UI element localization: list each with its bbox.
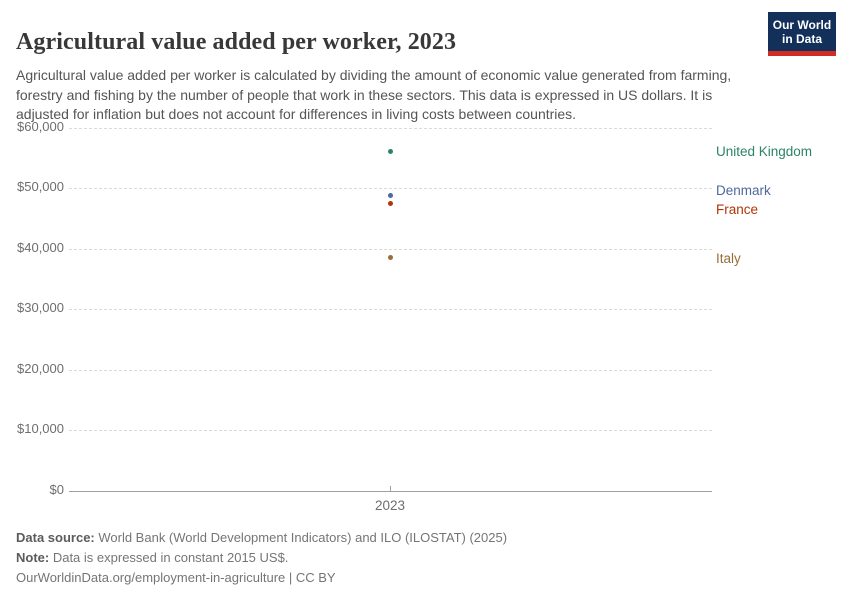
gridline bbox=[69, 369, 712, 371]
gridline bbox=[69, 430, 712, 432]
owid-logo-line2: in Data bbox=[781, 31, 822, 46]
chart-subtitle: Agricultural value added per worker is c… bbox=[16, 67, 732, 122]
entity-label-united-kingdom[interactable]: United Kingdom bbox=[716, 143, 813, 159]
citation-suffix: | CC BY bbox=[285, 570, 336, 585]
y-tick-label: $50,000 bbox=[17, 179, 64, 195]
note-text: Data is expressed in constant 2015 US$. bbox=[49, 550, 289, 565]
gridline bbox=[69, 309, 712, 311]
y-tick-label: $0 bbox=[49, 482, 64, 497]
data-point-denmark[interactable] bbox=[387, 192, 393, 198]
chart-footer: Data source: World Bank (World Developme… bbox=[16, 528, 507, 588]
chart-title: Agricultural value added per worker, 202… bbox=[16, 29, 457, 56]
y-tick-label: $30,000 bbox=[17, 300, 64, 316]
note-label: Note: bbox=[16, 550, 50, 565]
owid-logo[interactable]: Our World in Data bbox=[768, 12, 836, 56]
entity-label-italy[interactable]: Italy bbox=[716, 250, 741, 266]
data-point-france[interactable] bbox=[387, 201, 393, 207]
data-point-united-kingdom[interactable] bbox=[387, 149, 393, 155]
entity-label-denmark[interactable]: Denmark bbox=[716, 183, 771, 199]
data-point-italy[interactable] bbox=[387, 255, 393, 261]
y-tick-label: $20,000 bbox=[17, 360, 64, 376]
footer-source-line: Data source: World Bank (World Developme… bbox=[16, 528, 507, 548]
footer-note-line: Note: Data is expressed in constant 2015… bbox=[16, 548, 507, 568]
x-tick-label: 2023 bbox=[374, 498, 406, 513]
y-tick-label: $60,000 bbox=[17, 118, 64, 134]
owid-logo-line1: Our World bbox=[772, 17, 832, 32]
footer-citation-line: OurWorldinData.org/employment-in-agricul… bbox=[16, 568, 507, 588]
gridline bbox=[69, 188, 712, 190]
source-label: Data source: bbox=[16, 530, 95, 545]
gridline bbox=[69, 127, 712, 129]
gridline bbox=[69, 248, 712, 250]
y-tick-label: $40,000 bbox=[17, 239, 64, 255]
y-tick-label: $10,000 bbox=[17, 421, 64, 437]
citation-link[interactable]: OurWorldinData.org/employment-in-agricul… bbox=[16, 570, 286, 585]
x-tick-mark bbox=[390, 486, 391, 491]
source-text: World Bank (World Development Indicators… bbox=[94, 530, 508, 545]
entity-label-france[interactable]: France bbox=[716, 201, 759, 217]
x-axis-line bbox=[69, 491, 712, 492]
